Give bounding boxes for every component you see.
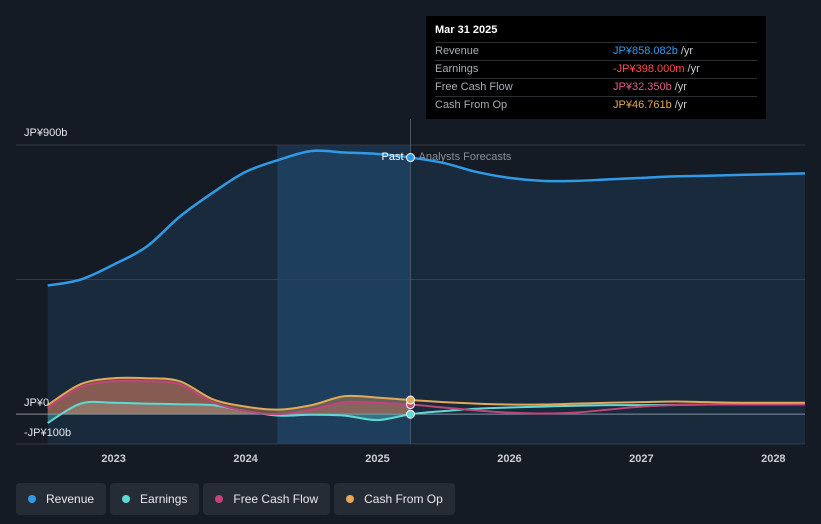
tooltip-label: Free Cash Flow: [435, 81, 513, 93]
past-label: Past: [381, 151, 403, 163]
marker-earnings: [406, 409, 415, 419]
legend-dot-icon: [346, 495, 355, 503]
tooltip-unit: /yr: [687, 63, 700, 75]
past-highlight-region: [277, 145, 411, 444]
tooltip-label: Earnings: [435, 63, 479, 75]
legend-label: Cash From Op: [364, 492, 443, 506]
legend-label: Free Cash Flow: [233, 492, 319, 506]
area-earnings: [47, 401, 411, 424]
x-tick-label: 2025: [365, 453, 389, 465]
tooltip-value: JP¥46.761b: [613, 99, 672, 111]
chart-legend: Revenue Earnings Free Cash Flow Cash Fro…: [16, 483, 455, 515]
area-cash-from-op: [47, 377, 411, 415]
legend-label: Earnings: [140, 492, 188, 506]
legend-item-cash-from-op[interactable]: Cash From Op: [334, 483, 455, 515]
tooltip-value: JP¥858.082b: [613, 45, 678, 57]
legend-item-revenue[interactable]: Revenue: [16, 483, 107, 515]
tooltip-value: JP¥32.350b: [613, 81, 672, 93]
x-tick-label: 2024: [233, 453, 258, 465]
marker-revenue: [406, 153, 415, 163]
tooltip-row-cash-from-op: Cash From Op JP¥46.761b /yr: [435, 96, 757, 114]
legend-dot-icon: [122, 495, 131, 503]
marker-cash-from-op: [406, 395, 415, 405]
legend-item-free-cash-flow[interactable]: Free Cash Flow: [203, 483, 331, 515]
y-tick-label: JP¥0: [24, 397, 49, 409]
x-tick-label: 2028: [761, 453, 785, 465]
x-tick-label: 2027: [629, 453, 653, 465]
tooltip-value: -JP¥398.000m: [613, 63, 685, 75]
y-tick-label: JP¥900b: [24, 127, 67, 139]
tooltip-unit: /yr: [674, 81, 687, 93]
legend-dot-icon: [215, 495, 224, 503]
tooltip-label: Revenue: [435, 45, 480, 57]
tooltip-row-free-cash-flow: Free Cash Flow JP¥32.350b /yr: [435, 78, 757, 96]
forecast-label: Analysts Forecasts: [419, 151, 512, 163]
tooltip-row-earnings: Earnings -JP¥398.000m /yr: [435, 60, 757, 78]
legend-item-earnings[interactable]: Earnings: [110, 483, 200, 515]
tooltip-unit: /yr: [674, 99, 687, 111]
tooltip-row-revenue: Revenue JP¥858.082b /yr: [435, 42, 757, 60]
legend-label: Revenue: [46, 492, 95, 506]
tooltip-panel: Mar 31 2025 Revenue JP¥858.082b /yr Earn…: [426, 16, 766, 119]
area-free-cash-flow: [47, 380, 411, 415]
tooltip-label: Cash From Op: [435, 99, 508, 111]
x-tick-label: 2023: [101, 453, 125, 465]
legend-dot-icon: [28, 495, 36, 503]
tooltip-unit: /yr: [680, 45, 694, 57]
tooltip-date: Mar 31 2025: [435, 24, 498, 36]
y-tick-label: -JP¥100b: [24, 427, 71, 439]
area-revenue: [47, 150, 806, 444]
x-tick-label: 2026: [497, 453, 521, 465]
